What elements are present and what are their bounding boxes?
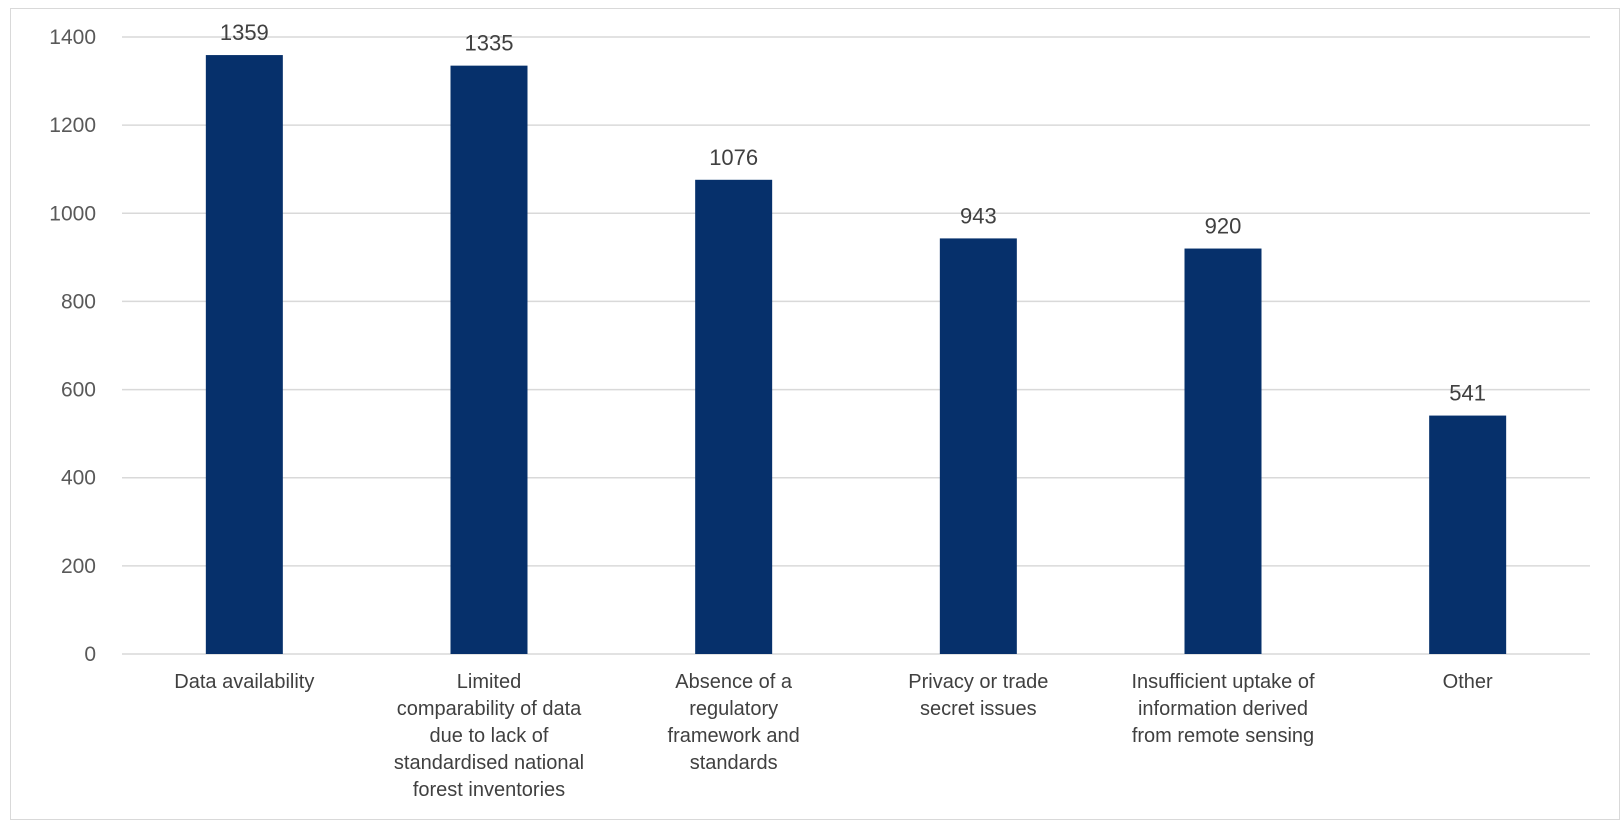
category-label-line: information derived: [1138, 698, 1308, 720]
data-label: 1359: [220, 20, 269, 45]
y-tick-label: 400: [61, 467, 96, 490]
category-label: Insufficient uptake of information derive…: [1131, 671, 1315, 747]
bars: [205, 55, 1507, 655]
y-tick-label: 600: [61, 379, 96, 402]
category-label-line: regulatory: [689, 698, 778, 720]
y-tick-label: 1200: [49, 114, 96, 137]
y-tick-label: 0: [84, 643, 96, 666]
data-label: 541: [1449, 381, 1486, 406]
category-label-line: comparability of data: [397, 698, 582, 720]
category-label-line: Data availability: [174, 671, 314, 693]
bar: [205, 55, 283, 655]
category-label-line: Absence of a: [675, 671, 793, 693]
data-label: 1335: [465, 31, 514, 56]
category-label-line: standardised national: [394, 752, 584, 774]
y-axis-tick-labels: 0 200 400 600 800 1000 1200 1400: [49, 26, 96, 666]
category-label: Data availability: [174, 671, 314, 693]
category-label: Other: [1443, 671, 1493, 693]
category-label-line: Limited: [457, 671, 521, 693]
y-tick-label: 800: [61, 290, 96, 313]
category-label-line: Other: [1443, 671, 1493, 693]
gridlines: [122, 36, 1590, 655]
data-label: 920: [1205, 214, 1242, 239]
bar: [450, 65, 528, 655]
data-label: 943: [960, 203, 997, 228]
bar: [1184, 248, 1262, 655]
category-label-line: framework and: [668, 725, 800, 747]
data-label: 1076: [709, 145, 758, 170]
bar: [939, 238, 1017, 654]
data-labels: 1359 1335 1076 943 920 541: [220, 20, 1486, 406]
category-label: Absence of a regulatory framework and stand…: [668, 671, 800, 774]
bar: [695, 179, 773, 654]
y-tick-label: 1400: [49, 26, 96, 49]
y-tick-label: 200: [61, 555, 96, 578]
category-label-line: secret issues: [920, 698, 1037, 720]
category-label: Limited comparability of data due to lack …: [394, 671, 584, 801]
category-label-line: Privacy or trade: [908, 671, 1048, 693]
category-label-line: forest inventories: [413, 779, 565, 801]
bar: [1429, 415, 1507, 654]
y-tick-label: 1000: [49, 202, 96, 225]
category-label-line: from remote sensing: [1132, 725, 1314, 747]
category-label: Privacy or trade secret issues: [908, 671, 1048, 720]
x-axis-category-labels: Data availability Limited comparability of…: [174, 671, 1493, 801]
category-label-line: Insufficient uptake of: [1131, 671, 1315, 693]
category-label-line: standards: [690, 752, 778, 774]
category-label-line: due to lack of: [430, 725, 549, 747]
